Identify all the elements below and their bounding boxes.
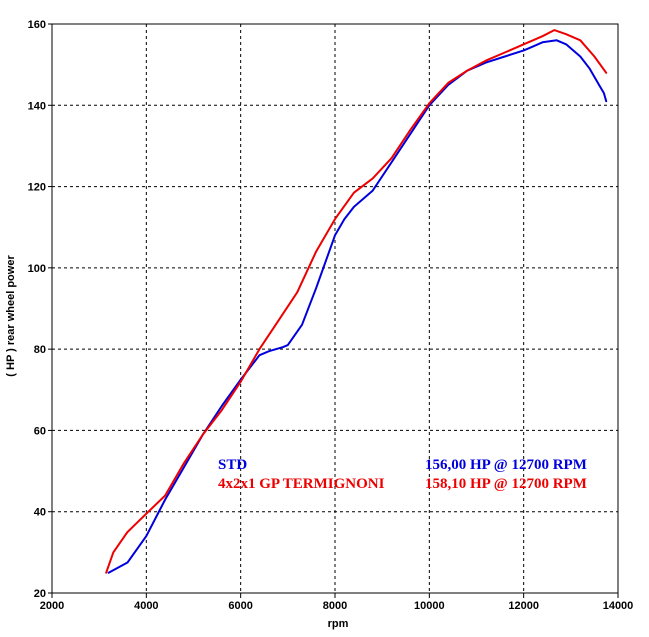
legend-termignoni-name: 4x2x1 GP TERMIGNONI: [218, 476, 385, 492]
x-tick-label-14000: 14000: [603, 600, 634, 612]
y-tick-label-40: 40: [34, 507, 46, 519]
legend-std-summary: 156,00 HP @ 12700 RPM: [425, 457, 587, 473]
x-tick-label-10000: 10000: [414, 600, 445, 612]
y-tick-label-80: 80: [34, 344, 46, 356]
gridlines: [52, 24, 618, 593]
legend-std-name: STD: [218, 457, 247, 473]
x-tick-label-2000: 2000: [40, 600, 64, 612]
y-tick-label-20: 20: [34, 588, 46, 600]
x-axis-title: rpm: [328, 618, 349, 630]
series-line-std: [107, 39, 608, 574]
legend-annotation: STD 156,00 HP @ 12700 RPM 4x2x1 GP TERMI…: [218, 457, 587, 492]
y-tick-label-120: 120: [28, 182, 46, 194]
y-tick-label-160: 160: [28, 19, 46, 31]
series-line-termignoni: [105, 29, 608, 574]
x-tick-label-6000: 6000: [228, 600, 252, 612]
x-tick-label-8000: 8000: [323, 600, 347, 612]
x-axis-ticks: 2000 4000 6000 8000 10000 12000 14000: [40, 593, 634, 612]
legend-termignoni-summary: 158,10 HP @ 12700 RPM: [425, 476, 587, 492]
y-tick-label-100: 100: [28, 263, 46, 275]
x-tick-label-12000: 12000: [508, 600, 539, 612]
y-tick-label-140: 140: [28, 100, 46, 112]
x-tick-label-4000: 4000: [134, 600, 158, 612]
y-tick-label-60: 60: [34, 425, 46, 437]
y-axis-ticks: 20 40 60 80 100 120 140 160: [28, 19, 52, 600]
series-lines: [105, 29, 608, 574]
y-axis-title: ( HP ) rear wheel power: [5, 255, 17, 377]
